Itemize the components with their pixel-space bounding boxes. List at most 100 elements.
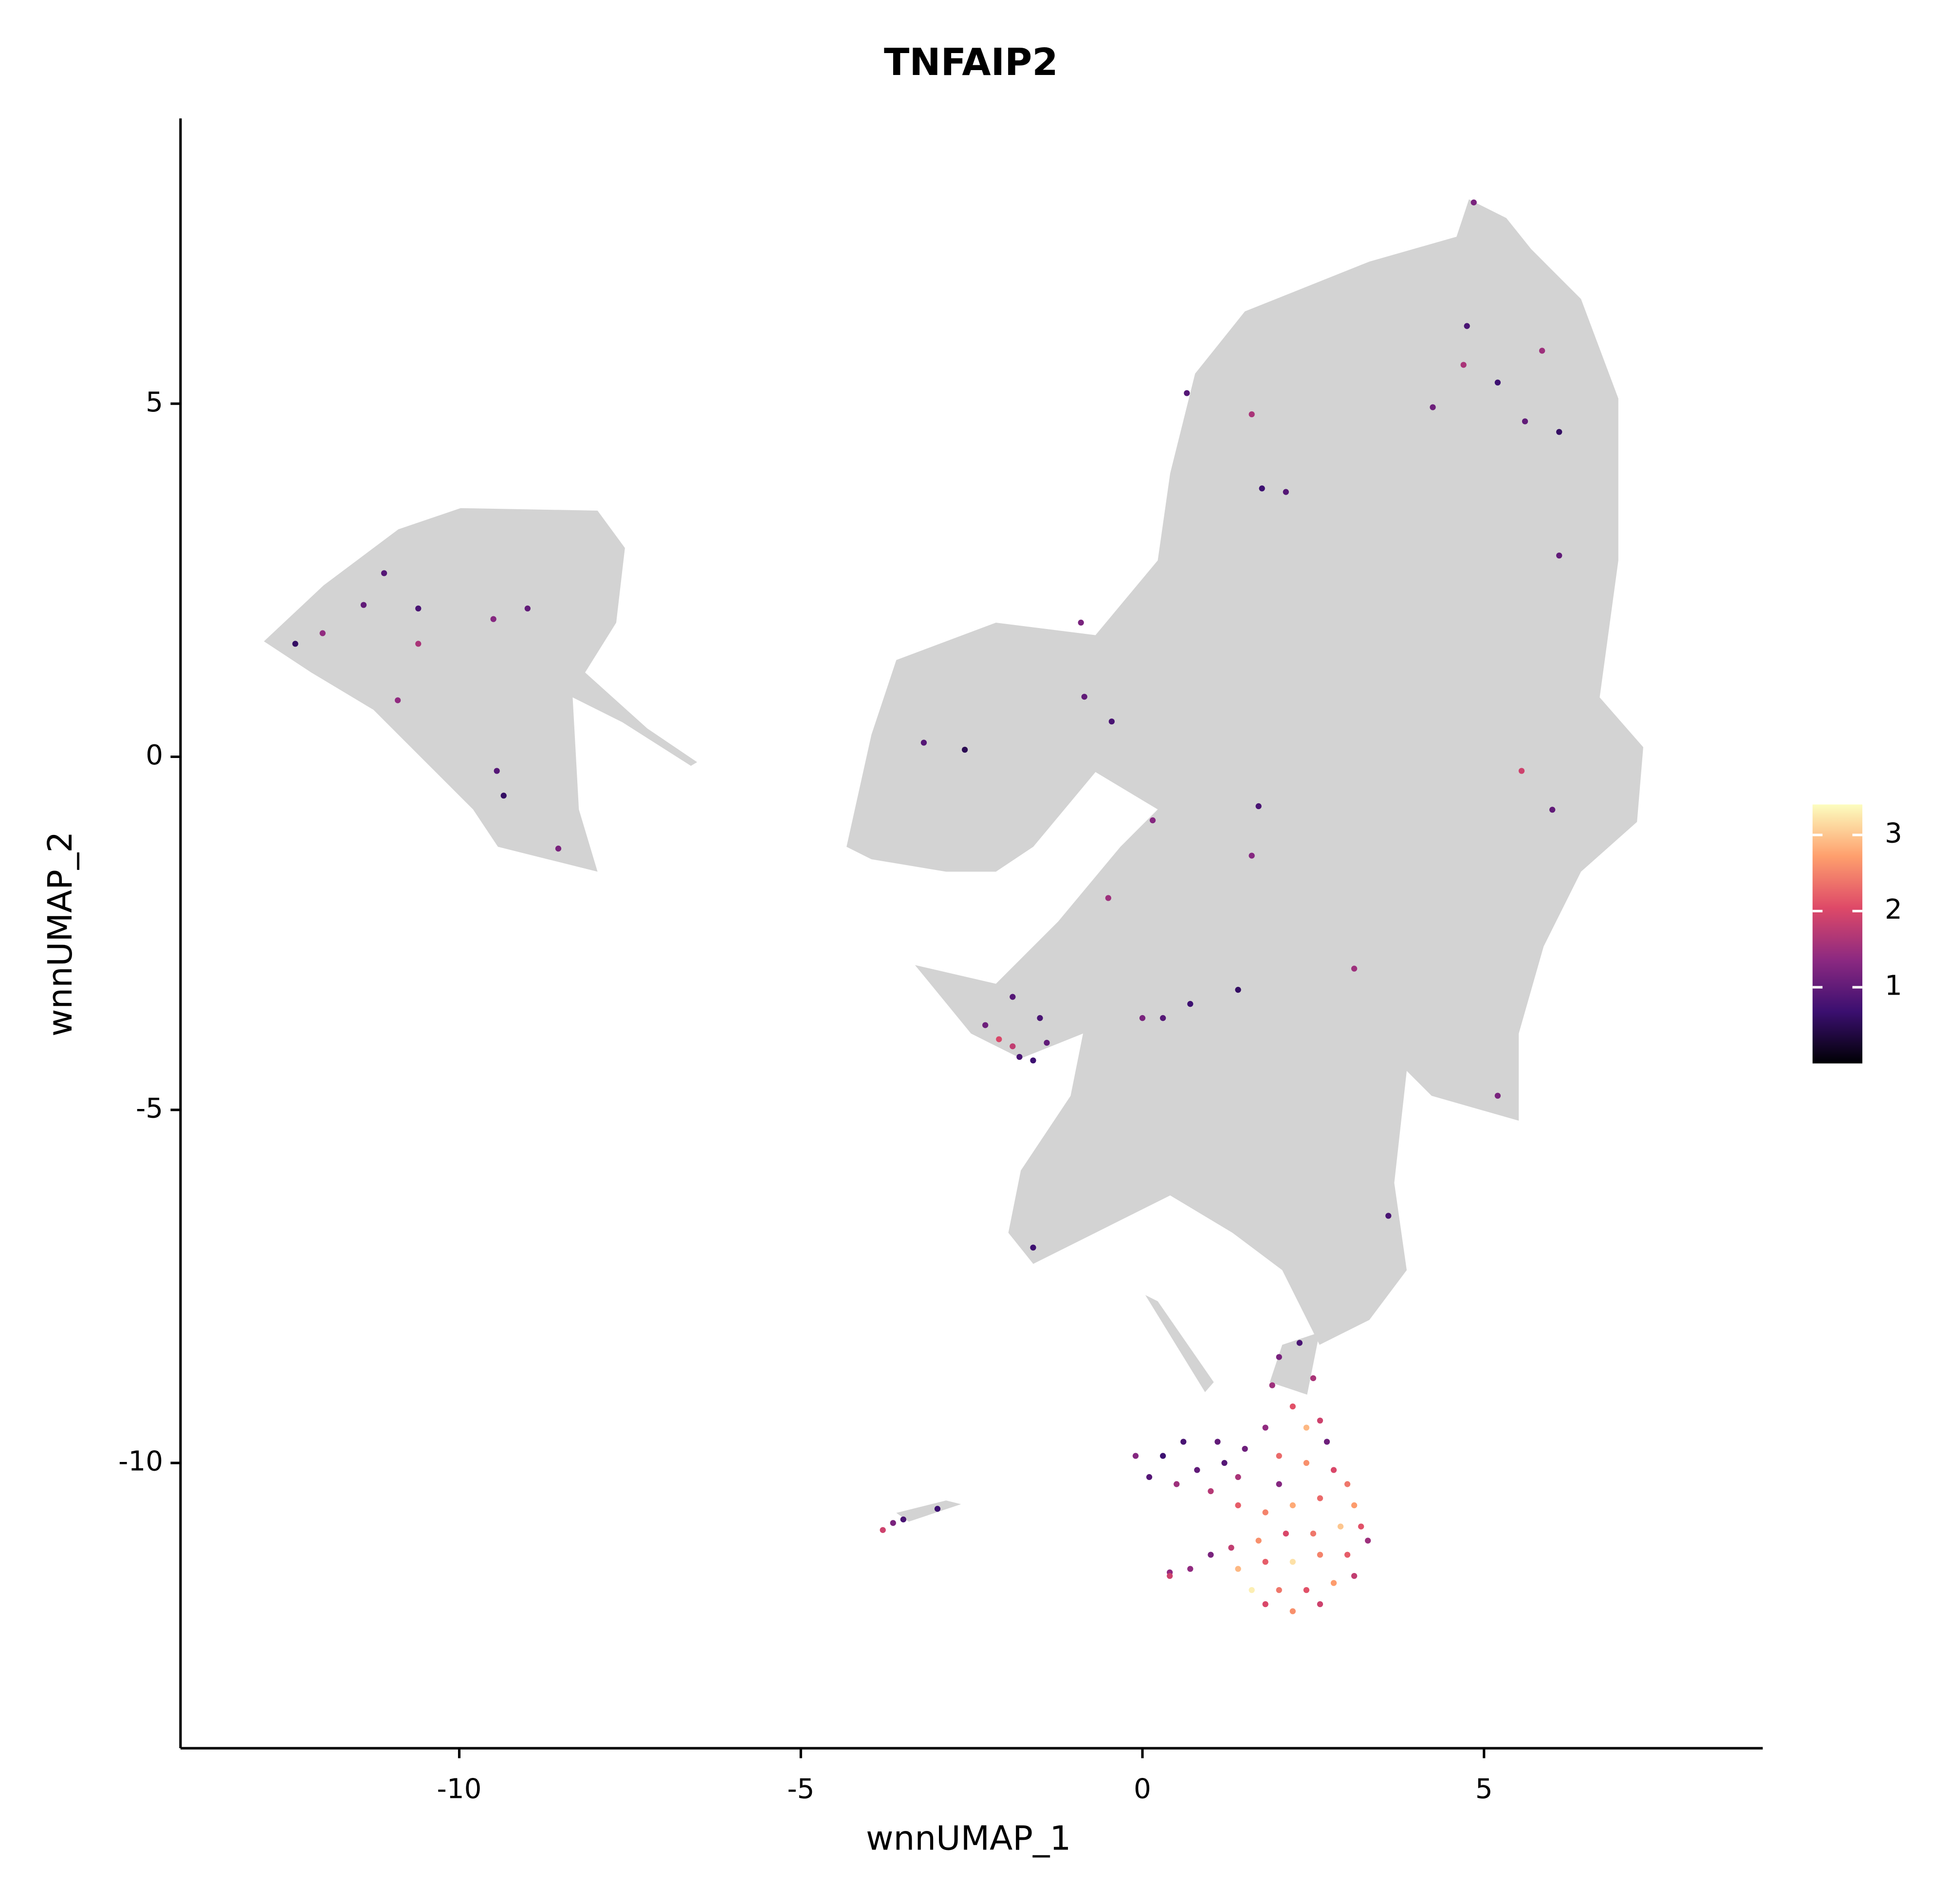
cluster-shape — [896, 1295, 1320, 1522]
cell-point — [1494, 379, 1501, 386]
cell-point — [524, 605, 531, 612]
x-tick-label: -10 — [437, 1774, 482, 1805]
cell-point — [1187, 1566, 1194, 1572]
cell-point — [360, 602, 367, 608]
cell-point — [1081, 694, 1087, 700]
cell-point — [1139, 1015, 1146, 1021]
cell-point — [381, 570, 387, 576]
cell-point — [1323, 1439, 1330, 1445]
cluster-shape — [264, 508, 698, 872]
cell-point — [1030, 1057, 1036, 1064]
y-tick-label: -10 — [118, 1446, 163, 1478]
cell-point — [500, 793, 507, 799]
cell-point — [996, 1036, 1002, 1042]
cell-point — [1255, 803, 1262, 810]
cell-point — [1044, 1039, 1050, 1046]
colorbar — [1812, 804, 1863, 1064]
chart-title: TNFAIP2 — [884, 41, 1058, 84]
cell-point — [1214, 1439, 1221, 1445]
x-tick-label: 0 — [1134, 1774, 1151, 1805]
cell-point — [1037, 1015, 1043, 1021]
cell-point — [1010, 1043, 1016, 1050]
points — [292, 199, 1562, 1614]
cell-point — [1337, 1523, 1344, 1530]
cell-point — [1351, 965, 1358, 972]
colorbar-tick-label: 1 — [1885, 970, 1902, 1002]
cell-point — [1235, 1502, 1241, 1509]
cell-point — [880, 1527, 886, 1533]
cell-point — [1174, 1481, 1180, 1487]
cell-point — [1539, 348, 1545, 354]
cell-point — [1289, 1502, 1296, 1509]
cell-point — [1365, 1537, 1371, 1544]
cell-point — [1249, 411, 1255, 418]
cell-cloud — [264, 199, 1643, 1522]
cell-point — [1262, 1424, 1268, 1431]
cell-point — [1549, 807, 1556, 813]
cell-point — [1180, 1439, 1187, 1445]
cell-point — [1235, 987, 1241, 993]
cell-point — [1317, 1552, 1323, 1558]
cell-point — [1105, 895, 1112, 901]
cell-point — [1262, 1509, 1268, 1516]
cell-point — [1289, 1608, 1296, 1614]
cell-point — [494, 768, 500, 774]
colorbar-tick-label: 3 — [1885, 818, 1902, 850]
cell-point — [292, 641, 298, 647]
cell-point — [1303, 1424, 1310, 1431]
cell-point — [1208, 1488, 1214, 1495]
cell-point — [1276, 1453, 1282, 1459]
cell-point — [1556, 552, 1562, 559]
cell-point — [395, 697, 401, 703]
cell-point — [1303, 1587, 1310, 1593]
cell-point — [1430, 404, 1436, 410]
cell-point — [1030, 1244, 1036, 1251]
cell-point — [1283, 489, 1289, 495]
cell-point — [1460, 362, 1467, 368]
cell-point — [890, 1520, 896, 1526]
cell-point — [900, 1516, 906, 1523]
cell-point — [1358, 1523, 1364, 1530]
cell-point — [1385, 1213, 1392, 1219]
cell-point — [1296, 1340, 1303, 1346]
cell-point — [1221, 1460, 1228, 1466]
cell-point — [1556, 429, 1562, 435]
cell-point — [1194, 1467, 1200, 1473]
cell-point — [1160, 1453, 1166, 1459]
cell-point — [1235, 1474, 1241, 1480]
cell-point — [1344, 1481, 1351, 1487]
cell-point — [961, 746, 968, 753]
y-axis-label: wnnUMAP_2 — [41, 832, 80, 1036]
cluster-shape — [846, 199, 1643, 1345]
cell-point — [1303, 1460, 1310, 1466]
cell-point — [1228, 1544, 1234, 1551]
cell-point — [982, 1022, 989, 1028]
cell-point — [1146, 1474, 1153, 1480]
cell-point — [1167, 1572, 1173, 1579]
cell-point — [1255, 1537, 1262, 1544]
cell-point — [1310, 1375, 1317, 1382]
cell-point — [1289, 1403, 1296, 1410]
cell-point — [415, 605, 422, 612]
cell-point — [1317, 1417, 1323, 1424]
cell-point — [1276, 1354, 1282, 1360]
cell-point — [1317, 1495, 1323, 1501]
cell-point — [1016, 1054, 1023, 1060]
cell-point — [1351, 1572, 1358, 1579]
cell-point — [1330, 1580, 1337, 1586]
cell-point — [1276, 1481, 1282, 1487]
cell-point — [1464, 323, 1470, 329]
cell-point — [1283, 1530, 1289, 1537]
x-tick-label: -5 — [787, 1774, 814, 1805]
cell-point — [1249, 852, 1255, 859]
cell-point — [1518, 768, 1525, 774]
cell-point — [1494, 1092, 1501, 1099]
cell-point — [1235, 1566, 1241, 1572]
y-tick-label: 0 — [146, 739, 163, 771]
cell-point — [1132, 1453, 1139, 1459]
cell-point — [1262, 1558, 1268, 1565]
cell-point — [415, 641, 422, 647]
cell-point — [319, 630, 326, 636]
